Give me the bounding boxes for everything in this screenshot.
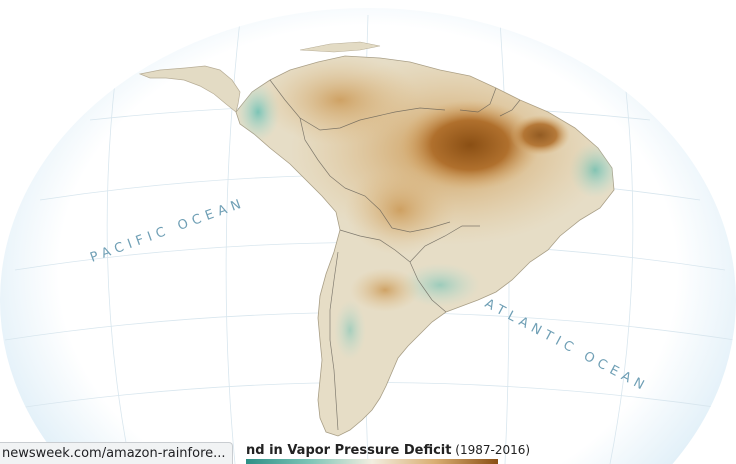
dry-trend-core-east [510, 115, 570, 155]
dry-trend-north [260, 56, 420, 145]
south-america [235, 55, 615, 437]
dry-trend-core [400, 100, 540, 190]
status-bar-url: newsweek.com/amazon-rainfore... [0, 442, 233, 464]
dry-trend-central [345, 165, 455, 255]
caption-years: (1987-2016) [451, 443, 531, 457]
dry-trend-argentina [350, 268, 420, 312]
wet-trend-patagonia [334, 300, 366, 360]
wet-trend-south [400, 263, 480, 307]
country-borders [269, 79, 521, 431]
caribbean-islands [299, 41, 381, 53]
color-scale-bar [246, 459, 498, 464]
central-america-landmass [138, 65, 241, 113]
caption-title: nd in Vapor Pressure Deficit [246, 443, 452, 458]
map-caption: nd in Vapor Pressure Deficit (1987-2016) [246, 441, 530, 459]
